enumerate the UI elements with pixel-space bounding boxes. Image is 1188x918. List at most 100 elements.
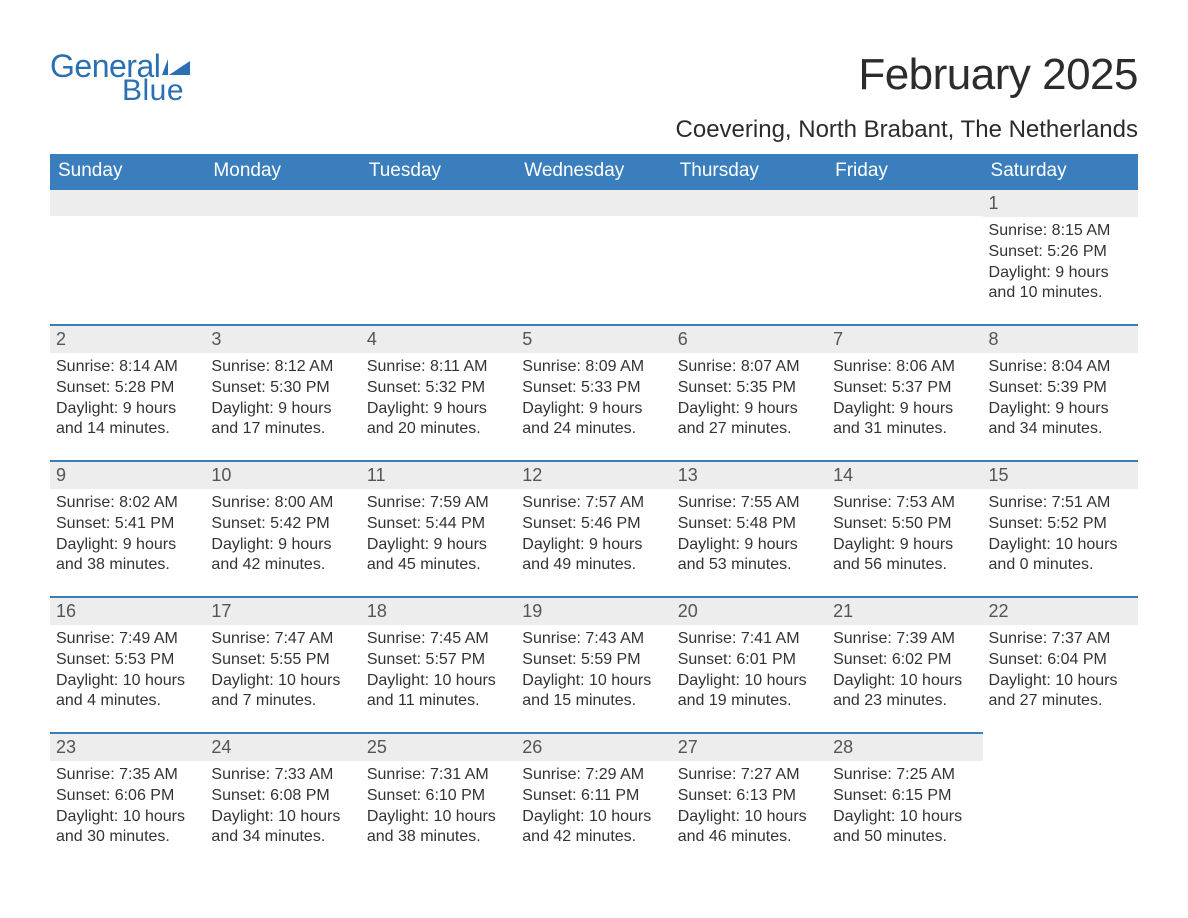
calendar-cell: 5Sunrise: 8:09 AMSunset: 5:33 PMDaylight… bbox=[516, 324, 671, 460]
calendar-cell bbox=[361, 188, 516, 324]
daylight-line: Daylight: 10 hours and 4 minutes. bbox=[56, 671, 199, 713]
day-details: Sunrise: 7:37 AMSunset: 6:04 PMDaylight:… bbox=[983, 625, 1138, 718]
daylight-line: Daylight: 9 hours and 42 minutes. bbox=[211, 535, 354, 577]
sunrise-line: Sunrise: 8:07 AM bbox=[678, 357, 821, 378]
sunrise-line: Sunrise: 8:09 AM bbox=[522, 357, 665, 378]
day-number: 18 bbox=[361, 596, 516, 625]
calendar-cell: 24Sunrise: 7:33 AMSunset: 6:08 PMDayligh… bbox=[205, 732, 360, 868]
calendar-cell: 8Sunrise: 8:04 AMSunset: 5:39 PMDaylight… bbox=[983, 324, 1138, 460]
calendar-cell: 28Sunrise: 7:25 AMSunset: 6:15 PMDayligh… bbox=[827, 732, 982, 868]
sunset-line: Sunset: 6:10 PM bbox=[367, 786, 510, 807]
sunset-line: Sunset: 6:13 PM bbox=[678, 786, 821, 807]
daylight-line: Daylight: 9 hours and 14 minutes. bbox=[56, 399, 199, 441]
sunrise-line: Sunrise: 7:29 AM bbox=[522, 765, 665, 786]
daylight-line: Daylight: 9 hours and 10 minutes. bbox=[989, 263, 1132, 305]
calendar-cell: 2Sunrise: 8:14 AMSunset: 5:28 PMDaylight… bbox=[50, 324, 205, 460]
calendar-cell: 23 Sunrise: 7:35 AMSunset: 6:06 PMDayligh… bbox=[50, 732, 205, 868]
sunset-line: Sunset: 5:37 PM bbox=[833, 378, 976, 399]
day-details: Sunrise: 7:59 AMSunset: 5:44 PMDaylight:… bbox=[361, 489, 516, 582]
daylight-line: Daylight: 10 hours and 50 minutes. bbox=[833, 807, 976, 849]
sunrise-line: Sunrise: 8:02 AM bbox=[56, 493, 199, 514]
day-number: 16 bbox=[50, 596, 205, 625]
day-details: Sunrise: 7:57 AMSunset: 5:46 PMDaylight:… bbox=[516, 489, 671, 582]
day-details: Sunrise: 8:07 AMSunset: 5:35 PMDaylight:… bbox=[672, 353, 827, 446]
sunrise-line: Sunrise: 7:45 AM bbox=[367, 629, 510, 650]
day-details: Sunrise: 7:49 AMSunset: 5:53 PMDaylight:… bbox=[50, 625, 205, 718]
sunset-line: Sunset: 6:06 PM bbox=[56, 786, 199, 807]
sunset-line: Sunset: 5:33 PM bbox=[522, 378, 665, 399]
daylight-line: Daylight: 10 hours and 42 minutes. bbox=[522, 807, 665, 849]
sunrise-line: Sunrise: 8:15 AM bbox=[989, 221, 1132, 242]
day-details: Sunrise: 8:12 AMSunset: 5:30 PMDaylight:… bbox=[205, 353, 360, 446]
calendar-row: 16Sunrise: 7:49 AMSunset: 5:53 PMDayligh… bbox=[50, 596, 1138, 732]
calendar-cell: 4Sunrise: 8:11 AMSunset: 5:32 PMDaylight… bbox=[361, 324, 516, 460]
sunset-line: Sunset: 5:41 PM bbox=[56, 514, 199, 535]
daylight-line: Daylight: 10 hours and 23 minutes. bbox=[833, 671, 976, 713]
calendar-cell bbox=[50, 188, 205, 324]
daylight-line: Daylight: 9 hours and 31 minutes. bbox=[833, 399, 976, 441]
daylight-line: Daylight: 9 hours and 53 minutes. bbox=[678, 535, 821, 577]
daylight-line: Daylight: 9 hours and 27 minutes. bbox=[678, 399, 821, 441]
calendar-cell: 19Sunrise: 7:43 AMSunset: 5:59 PMDayligh… bbox=[516, 596, 671, 732]
daylight-line: Daylight: 10 hours and 0 minutes. bbox=[989, 535, 1132, 577]
sunrise-line: Sunrise: 7:53 AM bbox=[833, 493, 976, 514]
day-number: 1 bbox=[983, 188, 1138, 217]
day-details: Sunrise: 8:15 AMSunset: 5:26 PMDaylight:… bbox=[983, 217, 1138, 310]
empty-day-bar bbox=[516, 188, 671, 216]
daylight-line: Daylight: 10 hours and 15 minutes. bbox=[522, 671, 665, 713]
day-number: 8 bbox=[983, 324, 1138, 353]
day-details: Sunrise: 7:45 AMSunset: 5:57 PMDaylight:… bbox=[361, 625, 516, 718]
day-number: 11 bbox=[361, 460, 516, 489]
weekday-header: Tuesday bbox=[361, 154, 516, 188]
day-number: 3 bbox=[205, 324, 360, 353]
sunset-line: Sunset: 5:55 PM bbox=[211, 650, 354, 671]
calendar-row: 9Sunrise: 8:02 AMSunset: 5:41 PMDaylight… bbox=[50, 460, 1138, 596]
daylight-line: Daylight: 9 hours and 20 minutes. bbox=[367, 399, 510, 441]
calendar-cell: 26 Sunrise: 7:29 AMSunset: 6:11 PMDayligh… bbox=[516, 732, 671, 868]
sunset-line: Sunset: 5:42 PM bbox=[211, 514, 354, 535]
day-number: 23 bbox=[50, 732, 205, 761]
sunrise-line: Sunrise: 7:39 AM bbox=[833, 629, 976, 650]
empty-day-bar bbox=[361, 188, 516, 216]
sunrise-line: Sunrise: 8:04 AM bbox=[989, 357, 1132, 378]
sunset-line: Sunset: 5:50 PM bbox=[833, 514, 976, 535]
sunrise-line: Sunrise: 7:35 AM bbox=[56, 765, 199, 786]
day-number: 6 bbox=[672, 324, 827, 353]
day-number: 26 bbox=[516, 732, 671, 761]
calendar-cell: 13Sunrise: 7:55 AMSunset: 5:48 PMDayligh… bbox=[672, 460, 827, 596]
sunset-line: Sunset: 6:08 PM bbox=[211, 786, 354, 807]
sunrise-line: Sunrise: 7:47 AM bbox=[211, 629, 354, 650]
day-details: Sunrise: 7:25 AMSunset: 6:15 PMDaylight:… bbox=[827, 761, 982, 854]
day-number: 9 bbox=[50, 460, 205, 489]
calendar-cell: 7Sunrise: 8:06 AMSunset: 5:37 PMDaylight… bbox=[827, 324, 982, 460]
weekday-header: Friday bbox=[827, 154, 982, 188]
weekday-header: Monday bbox=[205, 154, 360, 188]
day-details: Sunrise: 7:43 AMSunset: 5:59 PMDaylight:… bbox=[516, 625, 671, 718]
calendar-cell: 17Sunrise: 7:47 AMSunset: 5:55 PMDayligh… bbox=[205, 596, 360, 732]
sunset-line: Sunset: 6:01 PM bbox=[678, 650, 821, 671]
daylight-line: Daylight: 9 hours and 38 minutes. bbox=[56, 535, 199, 577]
calendar-cell: 1Sunrise: 8:15 AMSunset: 5:26 PMDaylight… bbox=[983, 188, 1138, 324]
calendar-cell bbox=[983, 732, 1138, 868]
day-number: 27 bbox=[672, 732, 827, 761]
calendar-row: 1Sunrise: 8:15 AMSunset: 5:26 PMDaylight… bbox=[50, 188, 1138, 324]
day-details: Sunrise: 7:47 AMSunset: 5:55 PMDaylight:… bbox=[205, 625, 360, 718]
daylight-line: Daylight: 9 hours and 24 minutes. bbox=[522, 399, 665, 441]
daylight-line: Daylight: 10 hours and 46 minutes. bbox=[678, 807, 821, 849]
sunset-line: Sunset: 5:53 PM bbox=[56, 650, 199, 671]
sunset-line: Sunset: 5:46 PM bbox=[522, 514, 665, 535]
title-block: February 2025 bbox=[858, 50, 1138, 100]
sunrise-line: Sunrise: 8:00 AM bbox=[211, 493, 354, 514]
day-details: Sunrise: 7:53 AMSunset: 5:50 PMDaylight:… bbox=[827, 489, 982, 582]
sunset-line: Sunset: 6:11 PM bbox=[522, 786, 665, 807]
daylight-line: Daylight: 10 hours and 7 minutes. bbox=[211, 671, 354, 713]
brand-logo: General Blue bbox=[50, 50, 192, 106]
sunrise-line: Sunrise: 7:31 AM bbox=[367, 765, 510, 786]
daylight-line: Daylight: 10 hours and 30 minutes. bbox=[56, 807, 199, 849]
calendar-cell: 14Sunrise: 7:53 AMSunset: 5:50 PMDayligh… bbox=[827, 460, 982, 596]
calendar-cell: 3Sunrise: 8:12 AMSunset: 5:30 PMDaylight… bbox=[205, 324, 360, 460]
sunrise-line: Sunrise: 7:41 AM bbox=[678, 629, 821, 650]
logo-flag-icon bbox=[162, 57, 192, 83]
daylight-line: Daylight: 10 hours and 34 minutes. bbox=[211, 807, 354, 849]
calendar-table: SundayMondayTuesdayWednesdayThursdayFrid… bbox=[50, 154, 1138, 868]
